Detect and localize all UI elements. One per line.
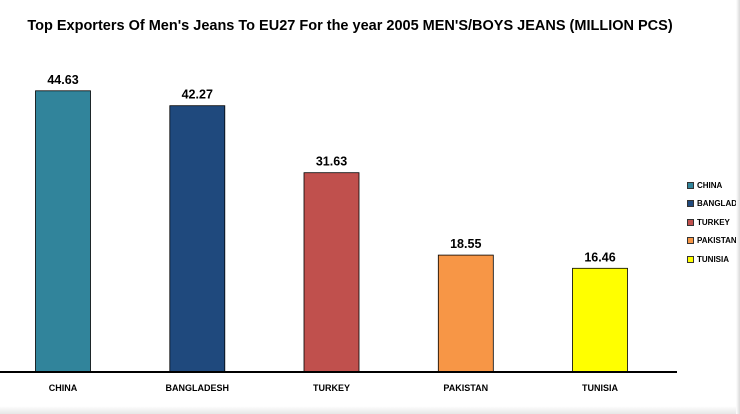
legend-label: PAKISTAN: [697, 236, 737, 246]
legend-item-turkey: TURKEY: [687, 213, 740, 232]
x-tick-label-turkey: TURKEY: [313, 383, 350, 393]
legend-item-tunisia: TUNISIA: [687, 250, 740, 269]
x-tick-label-china: CHINA: [49, 383, 78, 393]
bar-turkey: [303, 172, 360, 373]
legend-swatch: [687, 237, 694, 245]
legend-item-china: CHINA: [687, 176, 740, 195]
legend-label: BANGLADESH: [697, 199, 740, 209]
legend-swatch: [687, 255, 694, 263]
bar-china: [35, 90, 91, 373]
legend-swatch: [687, 181, 694, 189]
legend-swatch: [687, 200, 694, 208]
bar-bangladesh: [169, 105, 226, 373]
legend-label: TURKEY: [697, 217, 730, 227]
data-label-china: 44.63: [47, 73, 78, 87]
legend-swatch: [687, 218, 694, 226]
data-label-bangladesh: 42.27: [182, 88, 213, 102]
data-label-turkey: 31.63: [316, 155, 347, 169]
right-border: [736, 0, 740, 414]
bottom-border: [0, 406, 740, 414]
x-tick-label-bangladesh: BANGLADESH: [165, 383, 229, 393]
legend: CHINA BANGLADESH TURKEY PAKISTAN TUNISIA: [687, 176, 740, 269]
legend-label: CHINA: [697, 180, 723, 190]
data-label-tunisia: 16.46: [584, 250, 615, 264]
data-label-pakistan: 18.55: [450, 237, 481, 251]
legend-item-pakistan: PAKISTAN: [687, 232, 740, 251]
chart-title: Top Exporters Of Men's Jeans To EU27 For…: [27, 18, 673, 34]
x-tick-label-tunisia: TUNISIA: [582, 383, 619, 393]
bar-tunisia: [572, 267, 628, 373]
legend-item-bangladesh: BANGLADESH: [687, 195, 740, 214]
bar-pakistan: [437, 254, 494, 373]
x-tick-label-pakistan: PAKISTAN: [443, 383, 488, 393]
legend-label: TUNISIA: [697, 254, 729, 264]
